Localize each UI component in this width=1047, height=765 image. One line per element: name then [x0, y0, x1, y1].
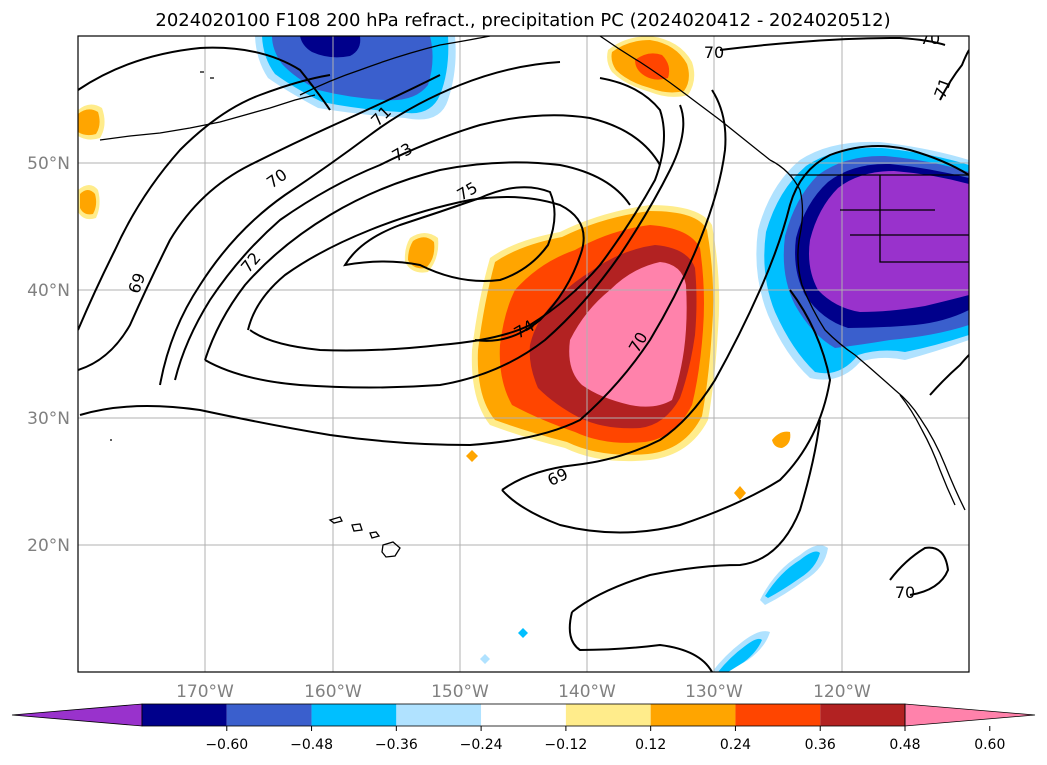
coast-alaska-south — [299, 36, 491, 96]
map-frame — [77, 35, 970, 673]
lat-label: 40°N — [27, 281, 70, 301]
latitude-labels: 50°N 40°N 30°N 20°N — [27, 154, 70, 556]
shade-neg-dot2 — [480, 654, 490, 664]
colorbar: −0.60 −0.48 −0.36 −0.24 −0.12 0.12 0.24 0.36 0.4… — [11, 703, 1036, 753]
longitude-labels: 170°W 160°W 150°W 140°W 130°W 120°W — [176, 682, 871, 702]
colorbar-tick-label: 0.24 — [720, 737, 751, 753]
colorbar-swatch — [396, 704, 482, 726]
colorbar-tick-label: 0.60 — [974, 737, 1005, 753]
contour-label: 70 — [704, 43, 724, 62]
shade-pos-west2-core — [80, 190, 97, 215]
map-title: 2024020100 F108 200 hPa refract., precip… — [155, 10, 890, 31]
shade-pos-west1-core — [78, 109, 100, 136]
colorbar-frame — [141, 703, 906, 727]
shade-pos-ak-red — [635, 53, 670, 80]
coast-bc-wa-or-ca — [769, 159, 966, 511]
colorbar-extend-low — [11, 703, 143, 727]
colorbar-swatch — [650, 704, 736, 726]
contour-72 — [174, 114, 661, 381]
shade-neg-dot1 — [518, 628, 528, 638]
coast-us-states1 — [879, 175, 969, 263]
lon-label: 130°W — [685, 682, 743, 702]
lon-label: 140°W — [558, 682, 616, 702]
shade-pos-dot3 — [772, 431, 791, 448]
lat-label: 30°N — [27, 409, 70, 429]
colorbar-swatch — [481, 704, 566, 726]
contour-75-loop — [343, 186, 556, 282]
colorbar-tick-label: −0.12 — [544, 737, 587, 753]
coast-hawaii-1 — [328, 516, 343, 524]
precip-shading — [78, 36, 969, 672]
shade-pos-dot1 — [466, 450, 478, 462]
shade-neg-us-purple — [809, 171, 969, 312]
colorbar-tick-label: −0.48 — [290, 737, 333, 753]
contour-71-ne — [939, 49, 969, 101]
colorbar-tick-label: 0.12 — [635, 737, 666, 753]
colorbar-swatch — [820, 704, 905, 726]
coast-baja — [899, 394, 956, 506]
colorbar-tick-label: 0.48 — [889, 737, 920, 753]
contour-74-south — [249, 77, 665, 352]
coast-islets — [110, 71, 214, 441]
contour-74-loop — [247, 195, 585, 342]
colorbar-extend-high — [904, 703, 1036, 727]
contour-69-lower — [501, 289, 832, 534]
lon-label: 170°W — [176, 682, 234, 702]
shade-pos-mid-core — [408, 237, 435, 269]
coast-hawaii-2 — [351, 523, 363, 532]
contour-73 — [204, 161, 631, 361]
coast-alaska-gulf — [599, 36, 771, 161]
contour-70-west — [78, 74, 441, 371]
contour-70-e — [929, 354, 969, 396]
colorbar-tick-label: −0.36 — [375, 737, 418, 753]
contour-70-band — [79, 89, 727, 447]
colorbar-swatch — [735, 704, 821, 726]
contour-70-se — [889, 546, 950, 596]
shade-neg-streak1-core — [765, 551, 820, 598]
contour-69-north — [78, 74, 331, 331]
colorbar-swatch — [226, 704, 312, 726]
lon-label: 150°W — [431, 682, 489, 702]
coast-us-states2 — [840, 209, 969, 236]
contour-label: 70 — [895, 583, 915, 602]
contour-label: 70 — [920, 29, 940, 48]
shade-neg-streak2-core — [718, 638, 762, 672]
lon-label: 160°W — [304, 682, 362, 702]
contour-70-bottom — [568, 611, 713, 672]
contour-70-ne — [719, 36, 946, 51]
coastlines — [99, 36, 969, 558]
shade-neg-alaska-dark — [300, 36, 361, 58]
coast-hawaii-big — [381, 541, 401, 558]
coast-aleutians — [99, 94, 316, 141]
shade-pos-pink — [569, 262, 687, 407]
colorbar-swatch — [142, 704, 227, 726]
contour-70-hawaii — [571, 419, 821, 613]
lat-label: 50°N — [27, 154, 70, 174]
colorbar-swatch — [565, 704, 651, 726]
colorbar-swatch — [311, 704, 397, 726]
lat-label: 20°N — [27, 536, 70, 556]
map-content: 70 71 70 73 75 72 69 74 70 69 70 70 71 — [78, 29, 969, 672]
contour-71 — [159, 61, 561, 386]
colorbar-tick-label: 0.36 — [805, 737, 836, 753]
lon-label: 120°W — [813, 682, 871, 702]
colorbar-tick-label: −0.60 — [205, 737, 248, 753]
refractivity-contours — [78, 36, 969, 672]
shade-pos-dot2 — [734, 486, 746, 500]
contour-69-arc — [78, 46, 331, 111]
coast-hawaii-3 — [369, 531, 381, 539]
contour-73-south — [204, 104, 685, 389]
colorbar-tick-label: −0.24 — [460, 737, 503, 753]
contour-69-band — [501, 145, 969, 491]
